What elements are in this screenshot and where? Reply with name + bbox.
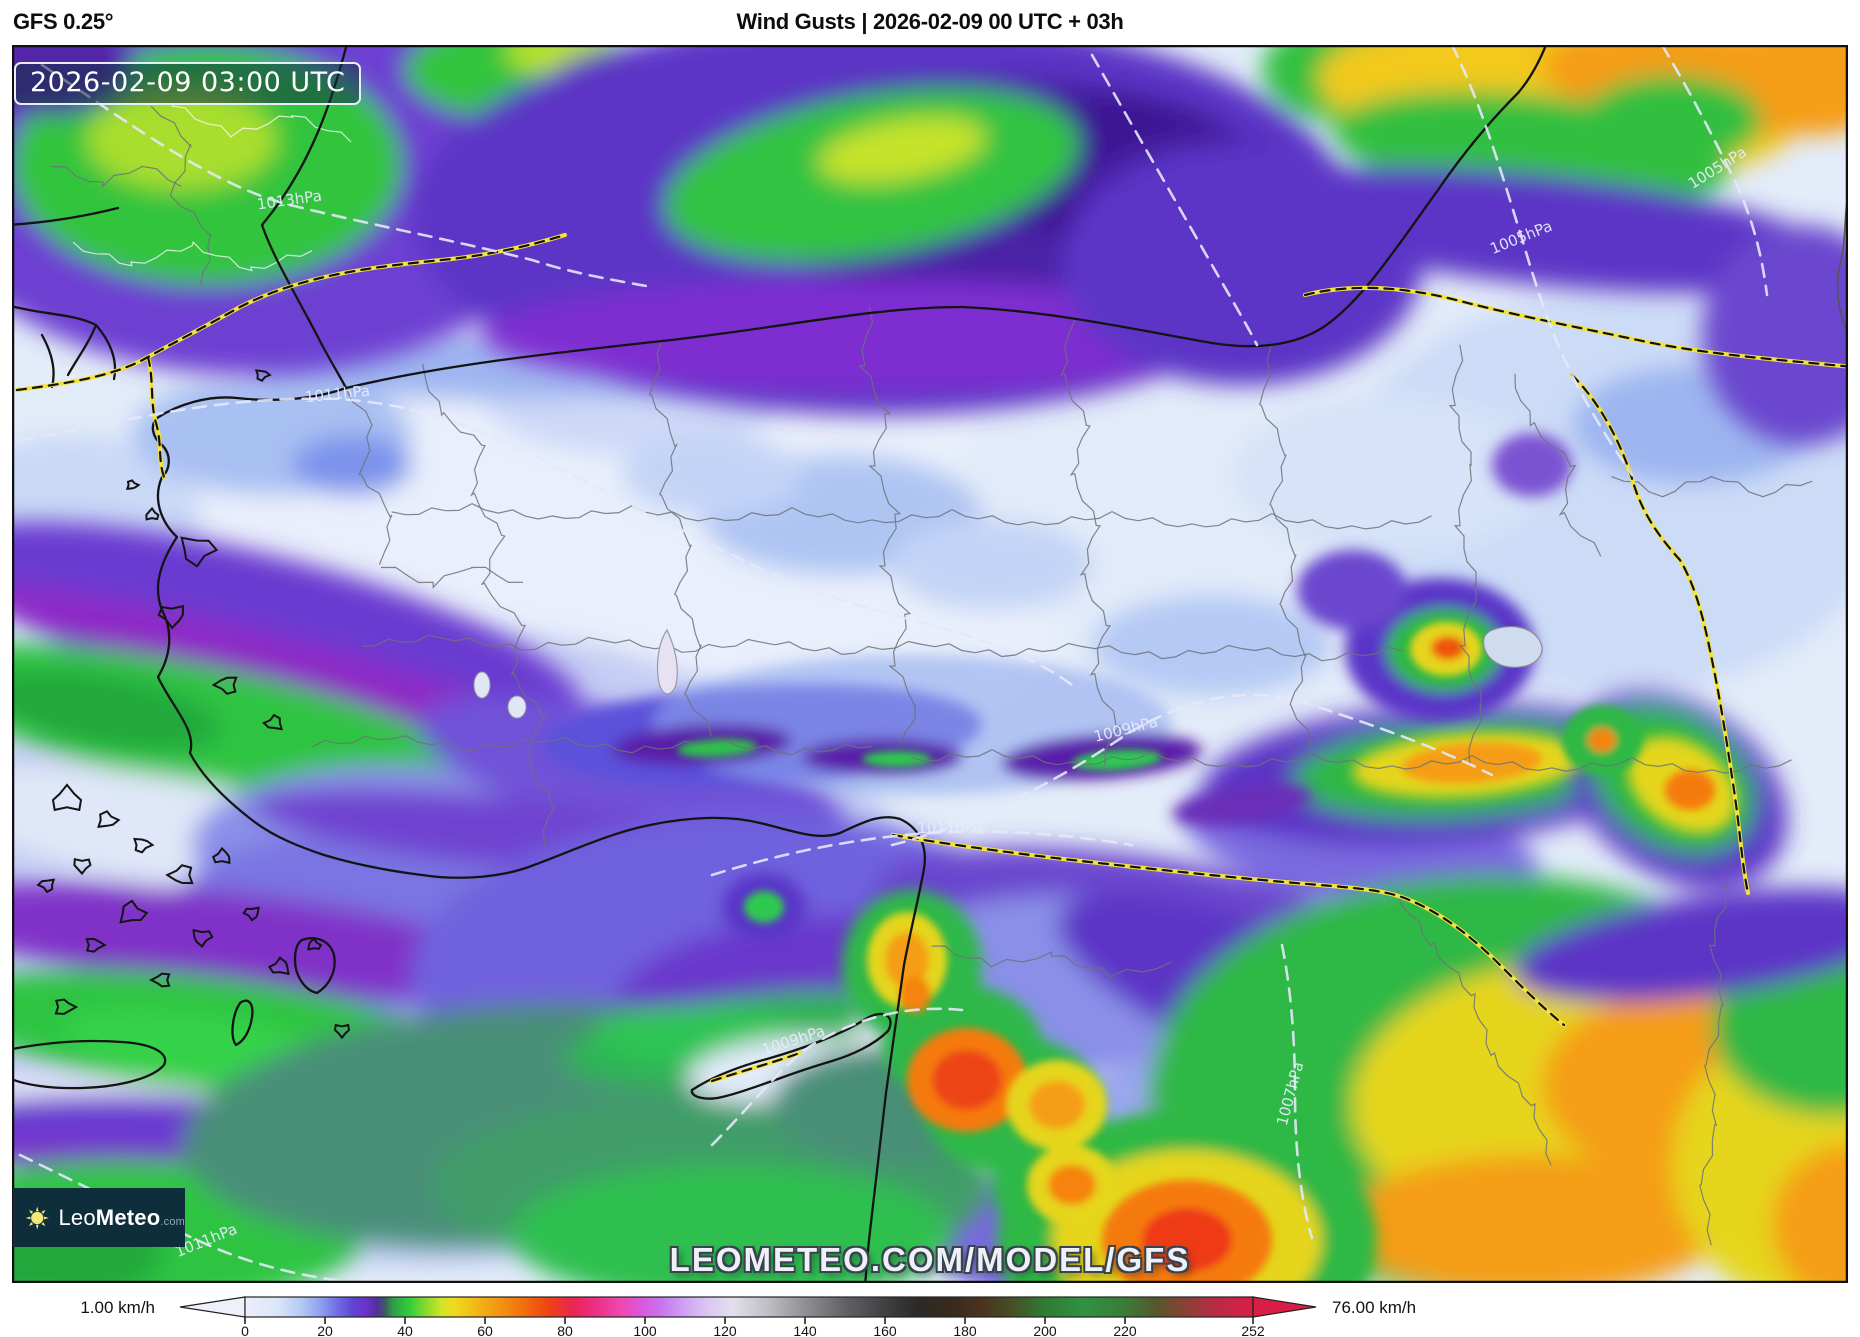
svg-text:0: 0 xyxy=(241,1323,249,1337)
map-canvas[interactable]: 1013hPa1011hPa1005hPa1005hPa1009hPa1011h… xyxy=(12,45,1848,1283)
wind-field xyxy=(12,45,1848,1283)
wind-gust-map: 1013hPa1011hPa1005hPa1005hPa1009hPa1011h… xyxy=(12,45,1848,1283)
svg-text:120: 120 xyxy=(713,1323,737,1337)
sun-icon xyxy=(25,1200,49,1236)
timestamp-badge: 2026-02-09 03:00 UTC xyxy=(14,62,361,105)
svg-text:252: 252 xyxy=(1241,1323,1265,1337)
svg-text:1011hPa: 1011hPa xyxy=(917,817,983,837)
header-bar: GFS 0.25° Wind Gusts | 2026-02-09 00 UTC… xyxy=(0,0,1860,45)
colorbar-min-label: 1.00 km/h xyxy=(80,1298,155,1317)
svg-text:140: 140 xyxy=(793,1323,817,1337)
svg-text:60: 60 xyxy=(477,1323,493,1337)
colorbar-max-label: 76.00 km/h xyxy=(1332,1298,1416,1317)
colorbar-ticks: 0 20 40 60 80 100 120 140 160 180 200 220 252 xyxy=(241,1317,1265,1337)
colorbar-left-arrow xyxy=(180,1297,245,1317)
colorbar-gradient xyxy=(245,1297,1253,1317)
svg-text:180: 180 xyxy=(953,1323,977,1337)
weather-map-page: GFS 0.25° Wind Gusts | 2026-02-09 00 UTC… xyxy=(0,0,1860,1337)
brand-name: LeoMeteo.com xyxy=(58,1205,185,1231)
svg-text:220: 220 xyxy=(1113,1323,1137,1337)
colorbar: 1.00 km/h 0 20 40 60 80 100 120 140 160 180 200 220… xyxy=(0,1283,1860,1337)
svg-text:160: 160 xyxy=(873,1323,897,1337)
svg-text:40: 40 xyxy=(397,1323,413,1337)
leometeo-logo: LeoMeteo.com xyxy=(13,1188,185,1247)
svg-text:80: 80 xyxy=(557,1323,573,1337)
colorbar-right-arrow xyxy=(1253,1297,1316,1317)
legend-strip: 1.00 km/h 0 20 40 60 80 100 120 140 160 180 200 220… xyxy=(0,1283,1860,1337)
page-title: Wind Gusts | 2026-02-09 00 UTC + 03h xyxy=(736,9,1123,35)
watermark: LEOMETEO.COM/MODEL/GFS xyxy=(670,1241,1191,1279)
svg-text:100: 100 xyxy=(633,1323,657,1337)
svg-text:20: 20 xyxy=(317,1323,333,1337)
svg-text:200: 200 xyxy=(1033,1323,1057,1337)
model-label: GFS 0.25° xyxy=(13,9,113,35)
